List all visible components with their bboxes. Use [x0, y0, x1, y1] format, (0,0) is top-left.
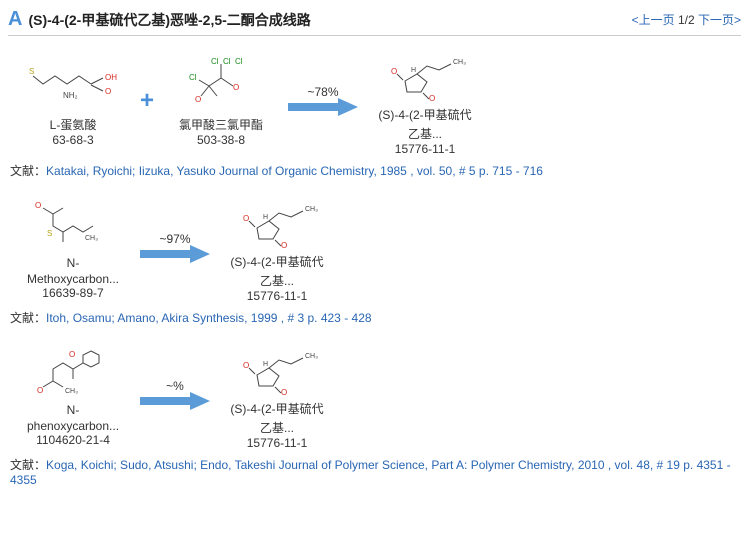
svg-text:Cl: Cl: [235, 57, 243, 66]
reagent-name: (S)-4-(2-甲基硫代: [230, 253, 323, 270]
svg-text:Cl: Cl: [223, 57, 231, 66]
reagent-row: O CH₃ S N- Methoxycarbon...16639-89-7 ~97%…: [18, 193, 741, 303]
svg-text:H: H: [411, 67, 416, 74]
svg-text:O: O: [243, 361, 249, 370]
synthesis-route: S NH₂ OH O L-蛋氨酸63-68-3+ Cl Cl Cl Cl O O…: [8, 46, 741, 179]
svg-text:H: H: [263, 214, 268, 221]
reagent-cas: 1104620-21-4: [36, 433, 110, 447]
molecule-icon: Cl Cl Cl Cl O O: [171, 56, 271, 114]
reagent: S NH₂ OH O L-蛋氨酸63-68-3: [18, 56, 128, 147]
svg-text:CH₃: CH₃: [453, 59, 466, 66]
reagent-name-2: 乙基...: [408, 125, 442, 142]
svg-text:S: S: [29, 67, 34, 76]
reagent-name: N-: [67, 403, 80, 417]
molecule-icon: O CH₃ S: [23, 196, 123, 254]
svg-text:O: O: [195, 95, 201, 104]
reagent-row: S NH₂ OH O L-蛋氨酸63-68-3+ Cl Cl Cl Cl O O…: [18, 46, 741, 156]
citation: 文献：Itoh, Osamu; Amano, Akira Synthesis, …: [10, 309, 741, 326]
reagent-row: O O CH₃ N-phenoxycarbon...1104620-21-4 ~%…: [18, 340, 741, 450]
svg-text:NH₂: NH₂: [63, 91, 78, 100]
synthesis-route: O O CH₃ N-phenoxycarbon...1104620-21-4 ~%…: [8, 340, 741, 487]
svg-text:O: O: [281, 388, 287, 395]
reaction-arrow: ~%: [140, 379, 210, 411]
molecule-icon: S NH₂ OH O: [23, 56, 123, 114]
reagent: CH₃ O O H (S)-4-(2-甲基硫代乙基...15776-11-1: [222, 340, 332, 450]
reagent-cas: 63-68-3: [52, 133, 93, 147]
reagent: Cl Cl Cl Cl O O 氯甲酸三氯甲酯503-38-8: [166, 56, 276, 147]
svg-text:Cl: Cl: [189, 73, 197, 82]
citation-link[interactable]: Katakai, Ryoichi; Iizuka, Yasuko Journal…: [46, 164, 543, 178]
reagent-name: L-蛋氨酸: [50, 116, 97, 133]
svg-text:CH₃: CH₃: [85, 235, 98, 242]
reagent-name: (S)-4-(2-甲基硫代: [230, 400, 323, 417]
header-icon: A: [8, 8, 22, 31]
reagent-cas: 15776-11-1: [395, 142, 456, 156]
routes-container: S NH₂ OH O L-蛋氨酸63-68-3+ Cl Cl Cl Cl O O…: [8, 46, 741, 487]
reagent-name: (S)-4-(2-甲基硫代: [378, 106, 471, 123]
reagent: O CH₃ S N- Methoxycarbon...16639-89-7: [18, 196, 128, 300]
svg-text:O: O: [37, 386, 43, 395]
svg-text:CH₃: CH₃: [65, 388, 78, 395]
reagent-cas: 503-38-8: [197, 133, 245, 147]
citation-label: 文献：: [10, 458, 46, 472]
citation-label: 文献：: [10, 311, 46, 325]
svg-text:CH₃: CH₃: [305, 206, 318, 213]
svg-text:H: H: [263, 361, 268, 368]
reagent-name-2: Methoxycarbon...: [27, 272, 119, 286]
synthesis-route: O CH₃ S N- Methoxycarbon...16639-89-7 ~97%…: [8, 193, 741, 326]
prev-page-link[interactable]: <上一页: [632, 13, 675, 27]
reagent-cas: 15776-11-1: [247, 436, 308, 450]
next-page-link[interactable]: 下一页>: [698, 13, 741, 27]
svg-text:O: O: [429, 94, 435, 101]
svg-text:O: O: [69, 350, 75, 359]
reagent-name-2: 乙基...: [260, 419, 294, 436]
header-left: A (S)-4-(2-甲基硫代乙基)恶唑-2,5-二酮合成线路: [8, 8, 311, 31]
reagent-name: 氯甲酸三氯甲酯: [179, 116, 263, 133]
citation-link[interactable]: Koga, Koichi; Sudo, Atsushi; Endo, Takes…: [10, 458, 731, 487]
reagent-name-2: 乙基...: [260, 272, 294, 289]
reagent-cas: 16639-89-7: [42, 286, 103, 300]
citation-link[interactable]: Itoh, Osamu; Amano, Akira Synthesis, 199…: [46, 311, 372, 325]
reaction-arrow: ~97%: [140, 232, 210, 264]
reagent-name: N-: [67, 256, 80, 270]
svg-text:S: S: [47, 229, 52, 238]
svg-text:CH₃: CH₃: [305, 353, 318, 360]
reagent: O O CH₃ N-phenoxycarbon...1104620-21-4: [18, 343, 128, 447]
svg-text:Cl: Cl: [211, 57, 219, 66]
reagent-name-2: phenoxycarbon...: [27, 419, 119, 433]
svg-text:O: O: [281, 241, 287, 248]
molecule-icon: CH₃ O O H: [227, 193, 327, 251]
svg-text:O: O: [243, 214, 249, 223]
page-position: 1/2: [678, 13, 695, 27]
svg-text:O: O: [35, 201, 41, 210]
section-header: A (S)-4-(2-甲基硫代乙基)恶唑-2,5-二酮合成线路 <上一页 1/2…: [8, 8, 741, 36]
citation: 文献：Koga, Koichi; Sudo, Atsushi; Endo, Ta…: [10, 456, 741, 487]
reaction-arrow: ~78%: [288, 85, 358, 117]
svg-text:O: O: [233, 83, 239, 92]
reagent-cas: 15776-11-1: [247, 289, 308, 303]
molecule-icon: O O CH₃: [23, 343, 123, 401]
molecule-icon: CH₃ O O H: [227, 340, 327, 398]
pager: <上一页 1/2 下一页>: [632, 11, 741, 28]
page-title: (S)-4-(2-甲基硫代乙基)恶唑-2,5-二酮合成线路: [28, 10, 310, 30]
svg-text:O: O: [105, 87, 111, 96]
reagent: CH₃ O O H (S)-4-(2-甲基硫代乙基...15776-11-1: [222, 193, 332, 303]
citation-label: 文献：: [10, 164, 46, 178]
plus-icon: +: [140, 87, 154, 115]
svg-text:O: O: [391, 67, 397, 76]
citation: 文献：Katakai, Ryoichi; Iizuka, Yasuko Jour…: [10, 162, 741, 179]
reagent: CH₃ O O H (S)-4-(2-甲基硫代乙基...15776-11-1: [370, 46, 480, 156]
molecule-icon: CH₃ O O H: [375, 46, 475, 104]
svg-text:OH: OH: [105, 73, 117, 82]
